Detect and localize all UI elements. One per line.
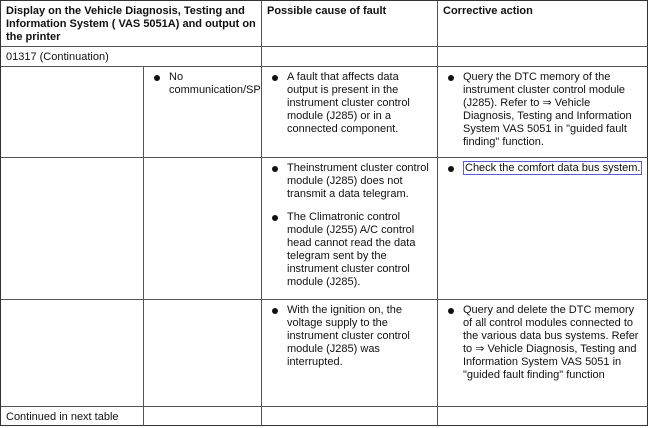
empty-cell bbox=[262, 407, 438, 426]
empty-cell bbox=[262, 47, 438, 67]
comfort-bus-link[interactable]: Check the comfort data bus system. bbox=[463, 161, 643, 175]
action-item: Query the DTC memory of the instrument c… bbox=[443, 71, 643, 149]
empty-cell bbox=[144, 300, 262, 407]
empty-cell bbox=[144, 407, 262, 426]
row1-cause: A fault that affects data output is pres… bbox=[262, 67, 438, 158]
cause-item: Theinstrument cluster control module (J2… bbox=[267, 162, 432, 201]
empty-cell bbox=[1, 158, 144, 300]
empty-cell bbox=[1, 67, 144, 158]
action-item: Check the comfort data bus system. bbox=[443, 161, 643, 175]
row3-action: Query and delete the DTC memory of all c… bbox=[438, 300, 648, 407]
cause-item: A fault that affects data output is pres… bbox=[267, 71, 432, 136]
empty-cell bbox=[1, 300, 144, 407]
empty-cell bbox=[438, 407, 648, 426]
header-action: Corrective action bbox=[438, 1, 648, 47]
header-cause: Possible cause of fault bbox=[262, 1, 438, 47]
row1-display: No communication/SP bbox=[144, 67, 262, 158]
row2-cause: Theinstrument cluster control module (J2… bbox=[262, 158, 438, 300]
display-item: No communication/SP bbox=[149, 71, 261, 97]
row3-cause: With the ignition on, the voltage supply… bbox=[262, 300, 438, 407]
row2-action: Check the comfort data bus system. bbox=[438, 158, 648, 300]
action-item: Query and delete the DTC memory of all c… bbox=[443, 304, 643, 382]
cause-item: With the ignition on, the voltage supply… bbox=[267, 304, 432, 369]
cause-item: The Climatronic control module (J255) A/… bbox=[267, 211, 432, 289]
empty-cell bbox=[144, 158, 262, 300]
continuation-label: 01317 (Continuation) bbox=[1, 47, 262, 67]
header-display: Display on the Vehicle Diagnosis, Testin… bbox=[1, 1, 262, 47]
empty-cell bbox=[438, 47, 648, 67]
footer-label: Continued in next table bbox=[1, 407, 144, 426]
row1-action: Query the DTC memory of the instrument c… bbox=[438, 67, 648, 158]
